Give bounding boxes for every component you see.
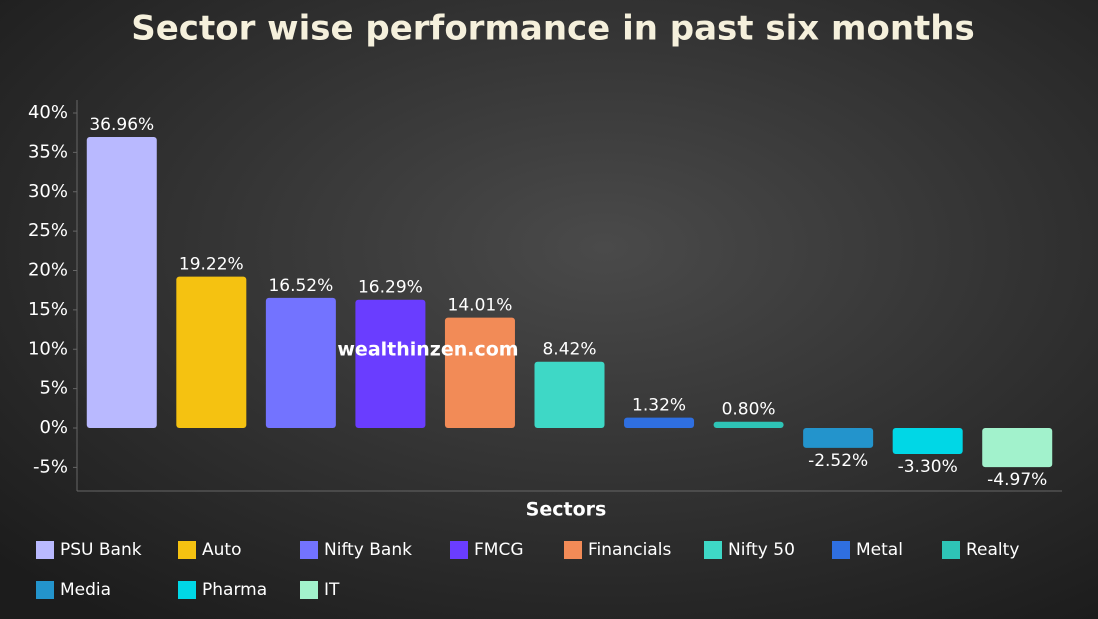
value-label: 16.29%	[358, 278, 423, 298]
bar	[624, 417, 695, 428]
bar	[86, 136, 157, 428]
y-tick-label: 10%	[28, 338, 68, 359]
value-label: -3.30%	[898, 457, 958, 477]
chart-title: Sector wise performance in past six mont…	[131, 9, 974, 49]
legend-label: Realty	[966, 540, 1019, 560]
y-tick-label: 25%	[28, 220, 68, 241]
value-label: 0.80%	[722, 400, 776, 420]
legend-swatch	[942, 541, 960, 559]
bar	[982, 428, 1053, 468]
legend-label: Nifty 50	[728, 540, 795, 560]
legend-label: Media	[60, 580, 111, 600]
x-axis-label: Sectors	[526, 499, 607, 521]
value-label: 14.01%	[448, 296, 513, 316]
value-label: -4.97%	[987, 470, 1047, 490]
legend-label: Metal	[856, 540, 903, 560]
y-tick-label: 20%	[28, 260, 68, 281]
bar	[176, 276, 247, 428]
watermark: wealthinzen.com	[337, 339, 518, 361]
legend-swatch	[178, 541, 196, 559]
legend-label: Auto	[202, 540, 241, 560]
bar	[892, 428, 963, 454]
bar	[265, 297, 336, 428]
bar	[713, 421, 784, 428]
bar	[444, 317, 515, 428]
y-tick-label: 15%	[28, 299, 68, 320]
y-tick-label: 40%	[28, 102, 68, 123]
legend-label: IT	[324, 580, 340, 600]
legend-swatch	[178, 581, 196, 599]
legend-label: PSU Bank	[60, 540, 142, 560]
legend-label: Financials	[588, 540, 671, 560]
y-tick-label: -5%	[33, 456, 68, 477]
value-label: 16.52%	[268, 276, 333, 296]
legend-swatch	[704, 541, 722, 559]
bar	[803, 428, 874, 448]
legend-swatch	[300, 541, 318, 559]
legend-label: Nifty Bank	[324, 540, 412, 560]
value-label: 36.96%	[89, 115, 154, 135]
legend-swatch	[36, 541, 54, 559]
value-label: 19.22%	[179, 255, 244, 275]
y-tick-label: 0%	[39, 417, 68, 438]
value-label: 8.42%	[542, 340, 596, 360]
y-tick-label: 30%	[28, 181, 68, 202]
legend-swatch	[450, 541, 468, 559]
bar	[355, 299, 426, 428]
legend-swatch	[564, 541, 582, 559]
legend-swatch	[36, 581, 54, 599]
y-tick-label: 5%	[39, 378, 68, 399]
legend-swatch	[300, 581, 318, 599]
y-tick-label: 35%	[28, 141, 68, 162]
value-label: 1.32%	[632, 396, 686, 416]
legend-label: Pharma	[202, 580, 267, 600]
legend-swatch	[832, 541, 850, 559]
value-label: -2.52%	[808, 451, 868, 471]
legend-label: FMCG	[474, 540, 524, 560]
bar	[534, 361, 605, 428]
